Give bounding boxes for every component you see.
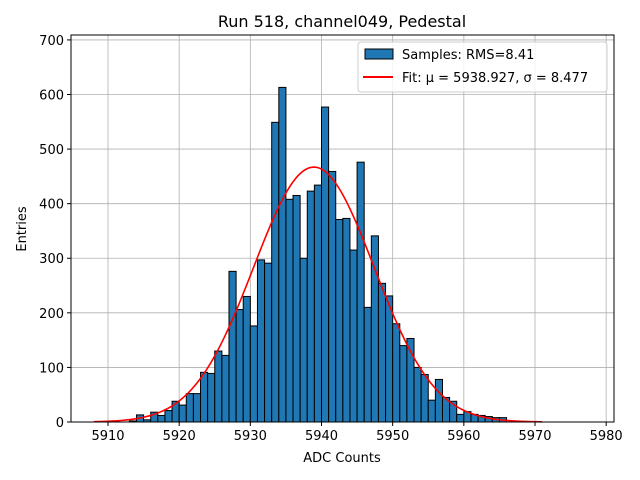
histogram-bar: [328, 170, 337, 423]
histogram-bar: [385, 295, 394, 423]
legend-swatch-samples: [364, 48, 394, 60]
legend-box: [357, 41, 608, 93]
x-tick-label: 5950: [376, 429, 409, 444]
chart-title: Run 518, channel049, Pedestal: [218, 12, 466, 31]
histogram-bar: [313, 184, 323, 423]
histogram-bars: [128, 86, 508, 423]
histogram-bar: [342, 217, 351, 423]
histogram-bar: [207, 372, 216, 423]
histogram-bar: [306, 190, 315, 423]
histogram-bar: [242, 295, 251, 423]
histogram-bar: [164, 410, 173, 423]
legend-label-fit: Fit: μ = 5938.927, σ = 8.477: [402, 71, 588, 86]
histogram-bar: [221, 354, 230, 423]
histogram-bar: [192, 393, 202, 423]
y-tick-label: 600: [39, 88, 64, 103]
histogram-bar: [335, 218, 344, 423]
fit-curve: [93, 166, 543, 423]
histogram-bar: [256, 259, 266, 423]
histogram-bar: [185, 393, 194, 423]
y-axis-label: Entries: [15, 206, 30, 252]
x-tick-label: 5970: [518, 429, 551, 444]
histogram-bar: [392, 323, 401, 423]
histogram-bar: [299, 257, 308, 423]
histogram-bar: [285, 198, 294, 423]
histogram-bar: [356, 161, 365, 423]
histogram-bar: [214, 350, 223, 423]
histogram-bar: [228, 270, 237, 423]
x-tick-label: 5920: [163, 429, 196, 444]
legend-label-samples: Samples: RMS=8.41: [402, 48, 534, 63]
histogram-bar: [413, 366, 422, 423]
y-tick-label: 200: [39, 307, 64, 322]
x-tick-label: 5930: [234, 429, 267, 444]
histogram-bar: [399, 345, 408, 423]
histogram-bar: [157, 414, 166, 423]
histogram-bar: [377, 282, 387, 423]
histogram-bar: [178, 404, 187, 423]
y-tick-label: 0: [56, 416, 64, 431]
histogram-bar: [278, 86, 287, 423]
histogram-bar: [235, 309, 244, 423]
histogram-bar: [434, 378, 443, 423]
y-tick-label: 700: [39, 34, 64, 49]
x-axis-label: ADC Counts: [303, 451, 381, 466]
histogram-bar: [264, 262, 273, 423]
x-tick-label: 5980: [590, 429, 623, 444]
grid: [71, 35, 614, 423]
histogram-bar: [456, 413, 465, 423]
histogram-bar: [200, 371, 209, 423]
histogram-bar: [321, 106, 330, 423]
histogram-bar: [349, 249, 358, 423]
y-tick-label: 100: [39, 361, 64, 376]
histogram-bar: [249, 325, 258, 423]
plot-frame: [70, 34, 615, 423]
x-tick-label: 5960: [447, 429, 480, 444]
y-tick-label: 300: [39, 252, 64, 267]
histogram-bar: [271, 121, 280, 423]
y-axis-ticks: 0 100 200 300 400 500 600 700: [39, 34, 71, 431]
x-tick-label: 5910: [91, 429, 124, 444]
legend: Samples: RMS=8.41 Fit: μ = 5938.927, σ =…: [357, 41, 608, 93]
x-axis-ticks: 5910 5920 5930 5940 5950 5960 5970 5980: [91, 422, 623, 444]
histogram-bar: [420, 374, 429, 423]
x-tick-label: 5940: [305, 429, 338, 444]
histogram-bar: [427, 399, 436, 423]
histogram-bar: [292, 194, 301, 423]
histogram-bar: [363, 306, 372, 423]
y-tick-label: 400: [39, 198, 64, 213]
y-tick-label: 500: [39, 143, 64, 158]
